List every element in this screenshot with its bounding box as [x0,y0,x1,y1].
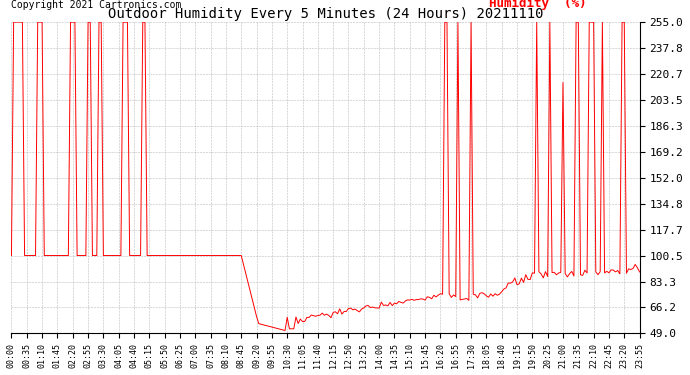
Title: Outdoor Humidity Every 5 Minutes (24 Hours) 20211110: Outdoor Humidity Every 5 Minutes (24 Hou… [108,7,543,21]
Text: Copyright 2021 Cartronics.com: Copyright 2021 Cartronics.com [12,0,182,10]
Text: Humidity  (%): Humidity (%) [489,0,586,10]
